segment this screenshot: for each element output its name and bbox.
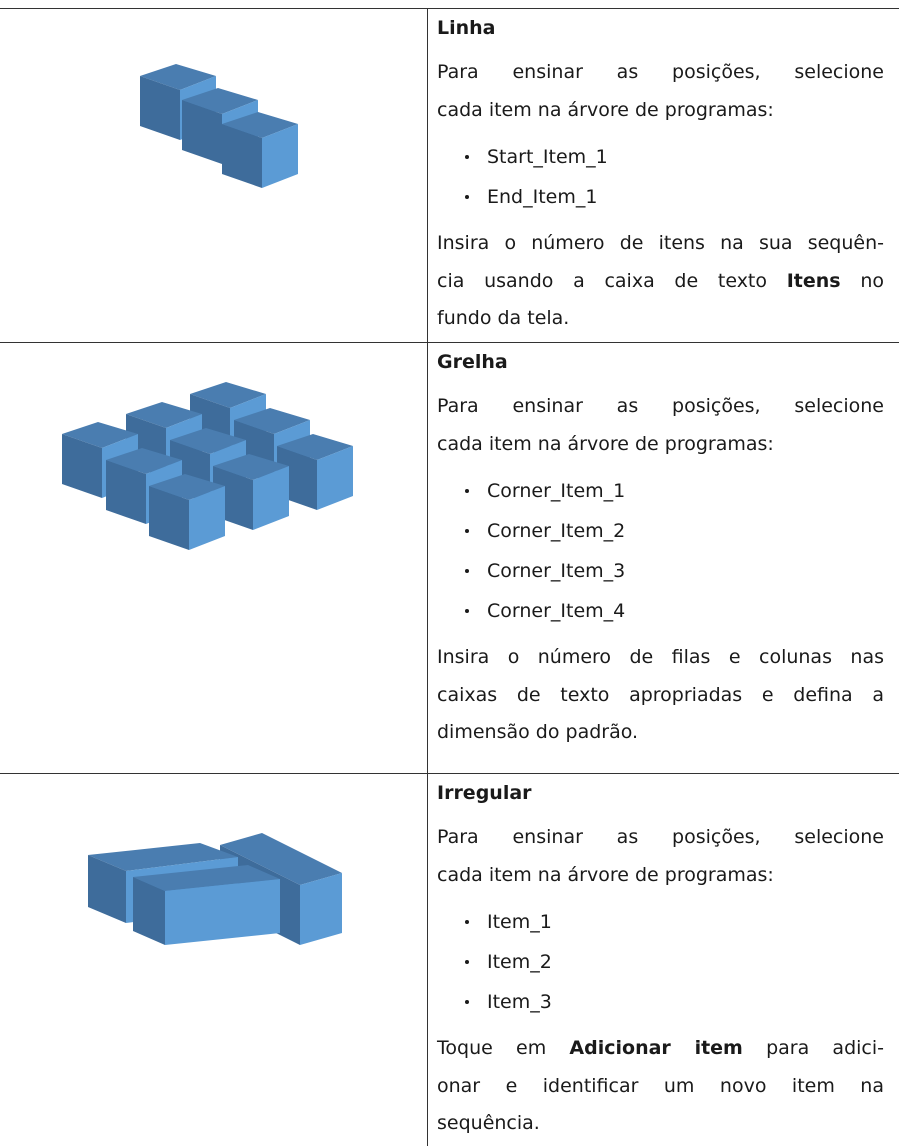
bullet: [465, 960, 469, 964]
text-run: cada item na árvore de programas:: [437, 863, 774, 886]
text-run: onar e identificar um novo item na: [437, 1074, 884, 1097]
item-list: Item_1 Item_2 Item_3: [437, 902, 884, 1022]
list-item: Item_2: [437, 942, 884, 982]
rule: [0, 342, 899, 343]
description-cell: Grelha Para ensinar as posições, selecion…: [437, 342, 884, 752]
text-line: dimensão do padrão.: [437, 714, 884, 752]
text-run: cada item na árvore de programas:: [437, 432, 774, 455]
text-run: dimensão do padrão.: [437, 721, 639, 743]
row: Linha Para ensinar as posições, selecione…: [0, 8, 899, 342]
bullet: [465, 569, 469, 573]
text-run: cia usando a caixa de texto: [437, 269, 787, 292]
paragraph: Insira o número de filas e colunas nas ca…: [437, 639, 884, 752]
bold-term: Adicionar item: [569, 1037, 743, 1059]
text-line: onar e identificar um novo item na: [437, 1068, 884, 1106]
paragraph: Para ensinar as posições, selecione cada …: [437, 54, 884, 129]
rule: [0, 773, 899, 774]
text-run: Toque em: [437, 1037, 570, 1059]
text-run: cada item na árvore de programas:: [437, 98, 774, 121]
text-run: Insira o número de filas e colunas nas: [437, 646, 884, 668]
text-line: Toque em Adicionar item para adici-: [437, 1030, 884, 1068]
grid-pattern-icon: [62, 382, 353, 550]
list-item: Corner_Item_2: [437, 511, 884, 551]
list-item: Item_3: [437, 982, 884, 1022]
paragraph: Toque em Adicionar item para adici-onar …: [437, 1030, 884, 1143]
text-line: cia usando a caixa de texto Itens no: [437, 263, 884, 301]
text-line: sequência.: [437, 1105, 884, 1143]
list-item: Corner_Item_1: [437, 471, 884, 511]
pattern-title: Irregular: [437, 782, 532, 804]
paragraph: Insira o número de itens na sua sequên-c…: [437, 225, 884, 338]
column-rule: [427, 8, 428, 1146]
list-item: End_Item_1: [437, 177, 884, 217]
paragraph: Para ensinar as posições, selecione cada …: [437, 388, 884, 463]
irregular-pattern-icon: [88, 833, 342, 945]
bullet: [465, 1000, 469, 1004]
pattern-title: Linha: [437, 17, 496, 39]
list-item: Corner_Item_3: [437, 551, 884, 591]
text-line: Para ensinar as posições, selecione: [437, 54, 884, 92]
list-item: Corner_Item_4: [437, 591, 884, 631]
bold-term: Itens: [786, 269, 841, 292]
text-line: Para ensinar as posições, selecione: [437, 388, 884, 426]
text-line: cada item na árvore de programas:: [437, 857, 884, 895]
text-line: fundo da tela.: [437, 300, 884, 338]
bullet: [465, 155, 469, 159]
text-line: caixas de texto apropriadas e defina a: [437, 677, 884, 715]
description-cell: Irregular Para ensinar as posições, selec…: [437, 773, 884, 1143]
bullet: [465, 195, 469, 199]
bullet: [465, 920, 469, 924]
text-run: caixas de texto apropriadas e defina a: [437, 683, 884, 706]
bullet: [465, 529, 469, 533]
bullet: [465, 609, 469, 613]
text-run: Para ensinar as posições, selecione: [437, 826, 884, 848]
text-run: sequência.: [437, 1112, 540, 1134]
pattern-title: Grelha: [437, 351, 508, 373]
rule: [0, 8, 899, 9]
text-run: para adici-: [742, 1037, 884, 1059]
text-line: cada item na árvore de programas:: [437, 426, 884, 464]
text-run: fundo da tela.: [437, 307, 570, 329]
list-item: Item_1: [437, 902, 884, 942]
text-line: Insira o número de itens na sua sequên-: [437, 225, 884, 263]
text-run: Para ensinar as posições, selecione: [437, 395, 884, 417]
item-list: Start_Item_1 End_Item_1: [437, 137, 884, 217]
text-line: cada item na árvore de programas:: [437, 92, 884, 130]
row: Grelha Para ensinar as posições, selecion…: [0, 342, 899, 773]
text-run: Para ensinar as posições, selecione: [437, 61, 884, 83]
text-line: Insira o número de filas e colunas nas: [437, 639, 884, 677]
row: Irregular Para ensinar as posições, selec…: [0, 773, 899, 1146]
bullet: [465, 489, 469, 493]
text-line: Para ensinar as posições, selecione: [437, 819, 884, 857]
item-list: Corner_Item_1 Corner_Item_2 Corner_Item_3 C…: [437, 471, 884, 631]
description-cell: Linha Para ensinar as posições, selecione…: [437, 8, 884, 338]
paragraph: Para ensinar as posições, selecione cada …: [437, 819, 884, 894]
text-run: Insira o número de itens na sua sequên-: [437, 232, 884, 254]
line-pattern-icon: [140, 64, 298, 188]
list-item: Start_Item_1: [437, 137, 884, 177]
text-run: no: [840, 269, 884, 292]
